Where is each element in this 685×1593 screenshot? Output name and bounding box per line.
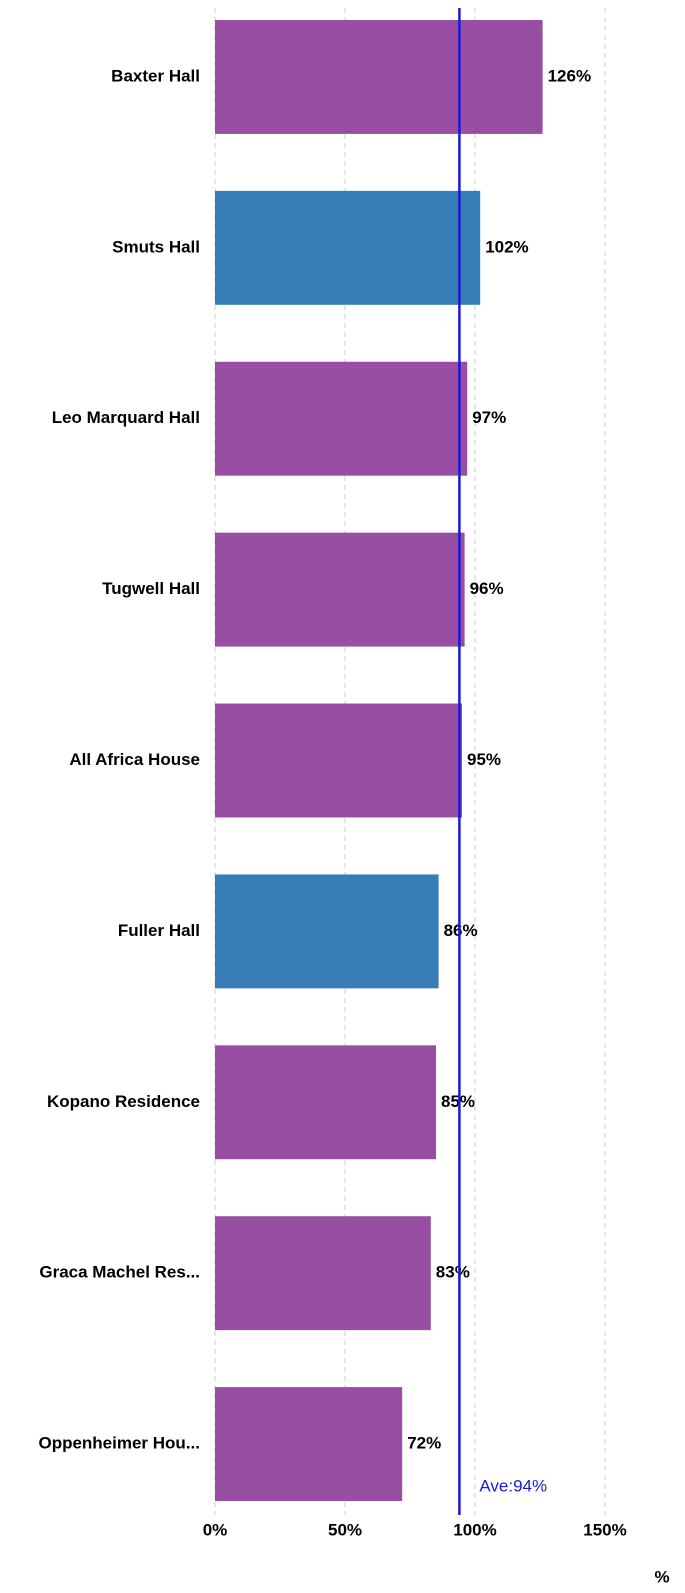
bar: [215, 19, 543, 134]
value-label: 83%: [436, 1263, 470, 1282]
bar: [215, 190, 481, 305]
y-tick-label: Tugwell Hall: [102, 579, 200, 598]
value-label: 96%: [470, 579, 504, 598]
bar: [215, 874, 439, 989]
value-label: 95%: [467, 750, 501, 769]
y-tick-label: Smuts Hall: [112, 237, 200, 256]
value-label: 72%: [407, 1434, 441, 1453]
x-tick-label: 0%: [203, 1520, 228, 1539]
bar: [215, 361, 468, 476]
bar: [215, 1387, 403, 1502]
bar: [215, 532, 465, 647]
y-tick-label: Oppenheimer Hou...: [38, 1434, 200, 1453]
value-label: 102%: [485, 237, 528, 256]
y-tick-label: All Africa House: [69, 750, 200, 769]
y-tick-label: Kopano Residence: [47, 1092, 200, 1111]
bar: [215, 1045, 436, 1160]
y-tick-label: Leo Marquard Hall: [52, 408, 200, 427]
bar: [215, 1216, 431, 1331]
x-tick-label: 50%: [328, 1520, 362, 1539]
average-label: Ave:94%: [479, 1476, 547, 1495]
y-tick-label: Baxter Hall: [111, 66, 200, 85]
x-tick-label: 100%: [453, 1520, 496, 1539]
bar: [215, 703, 462, 818]
x-tick-label: 150%: [583, 1520, 626, 1539]
y-tick-label: Fuller Hall: [118, 921, 200, 940]
x-axis-label: %: [654, 1567, 669, 1586]
y-tick-label: Graca Machel Res...: [39, 1263, 200, 1282]
value-label: 126%: [548, 66, 591, 85]
value-label: 97%: [472, 408, 506, 427]
value-label: 85%: [441, 1092, 475, 1111]
